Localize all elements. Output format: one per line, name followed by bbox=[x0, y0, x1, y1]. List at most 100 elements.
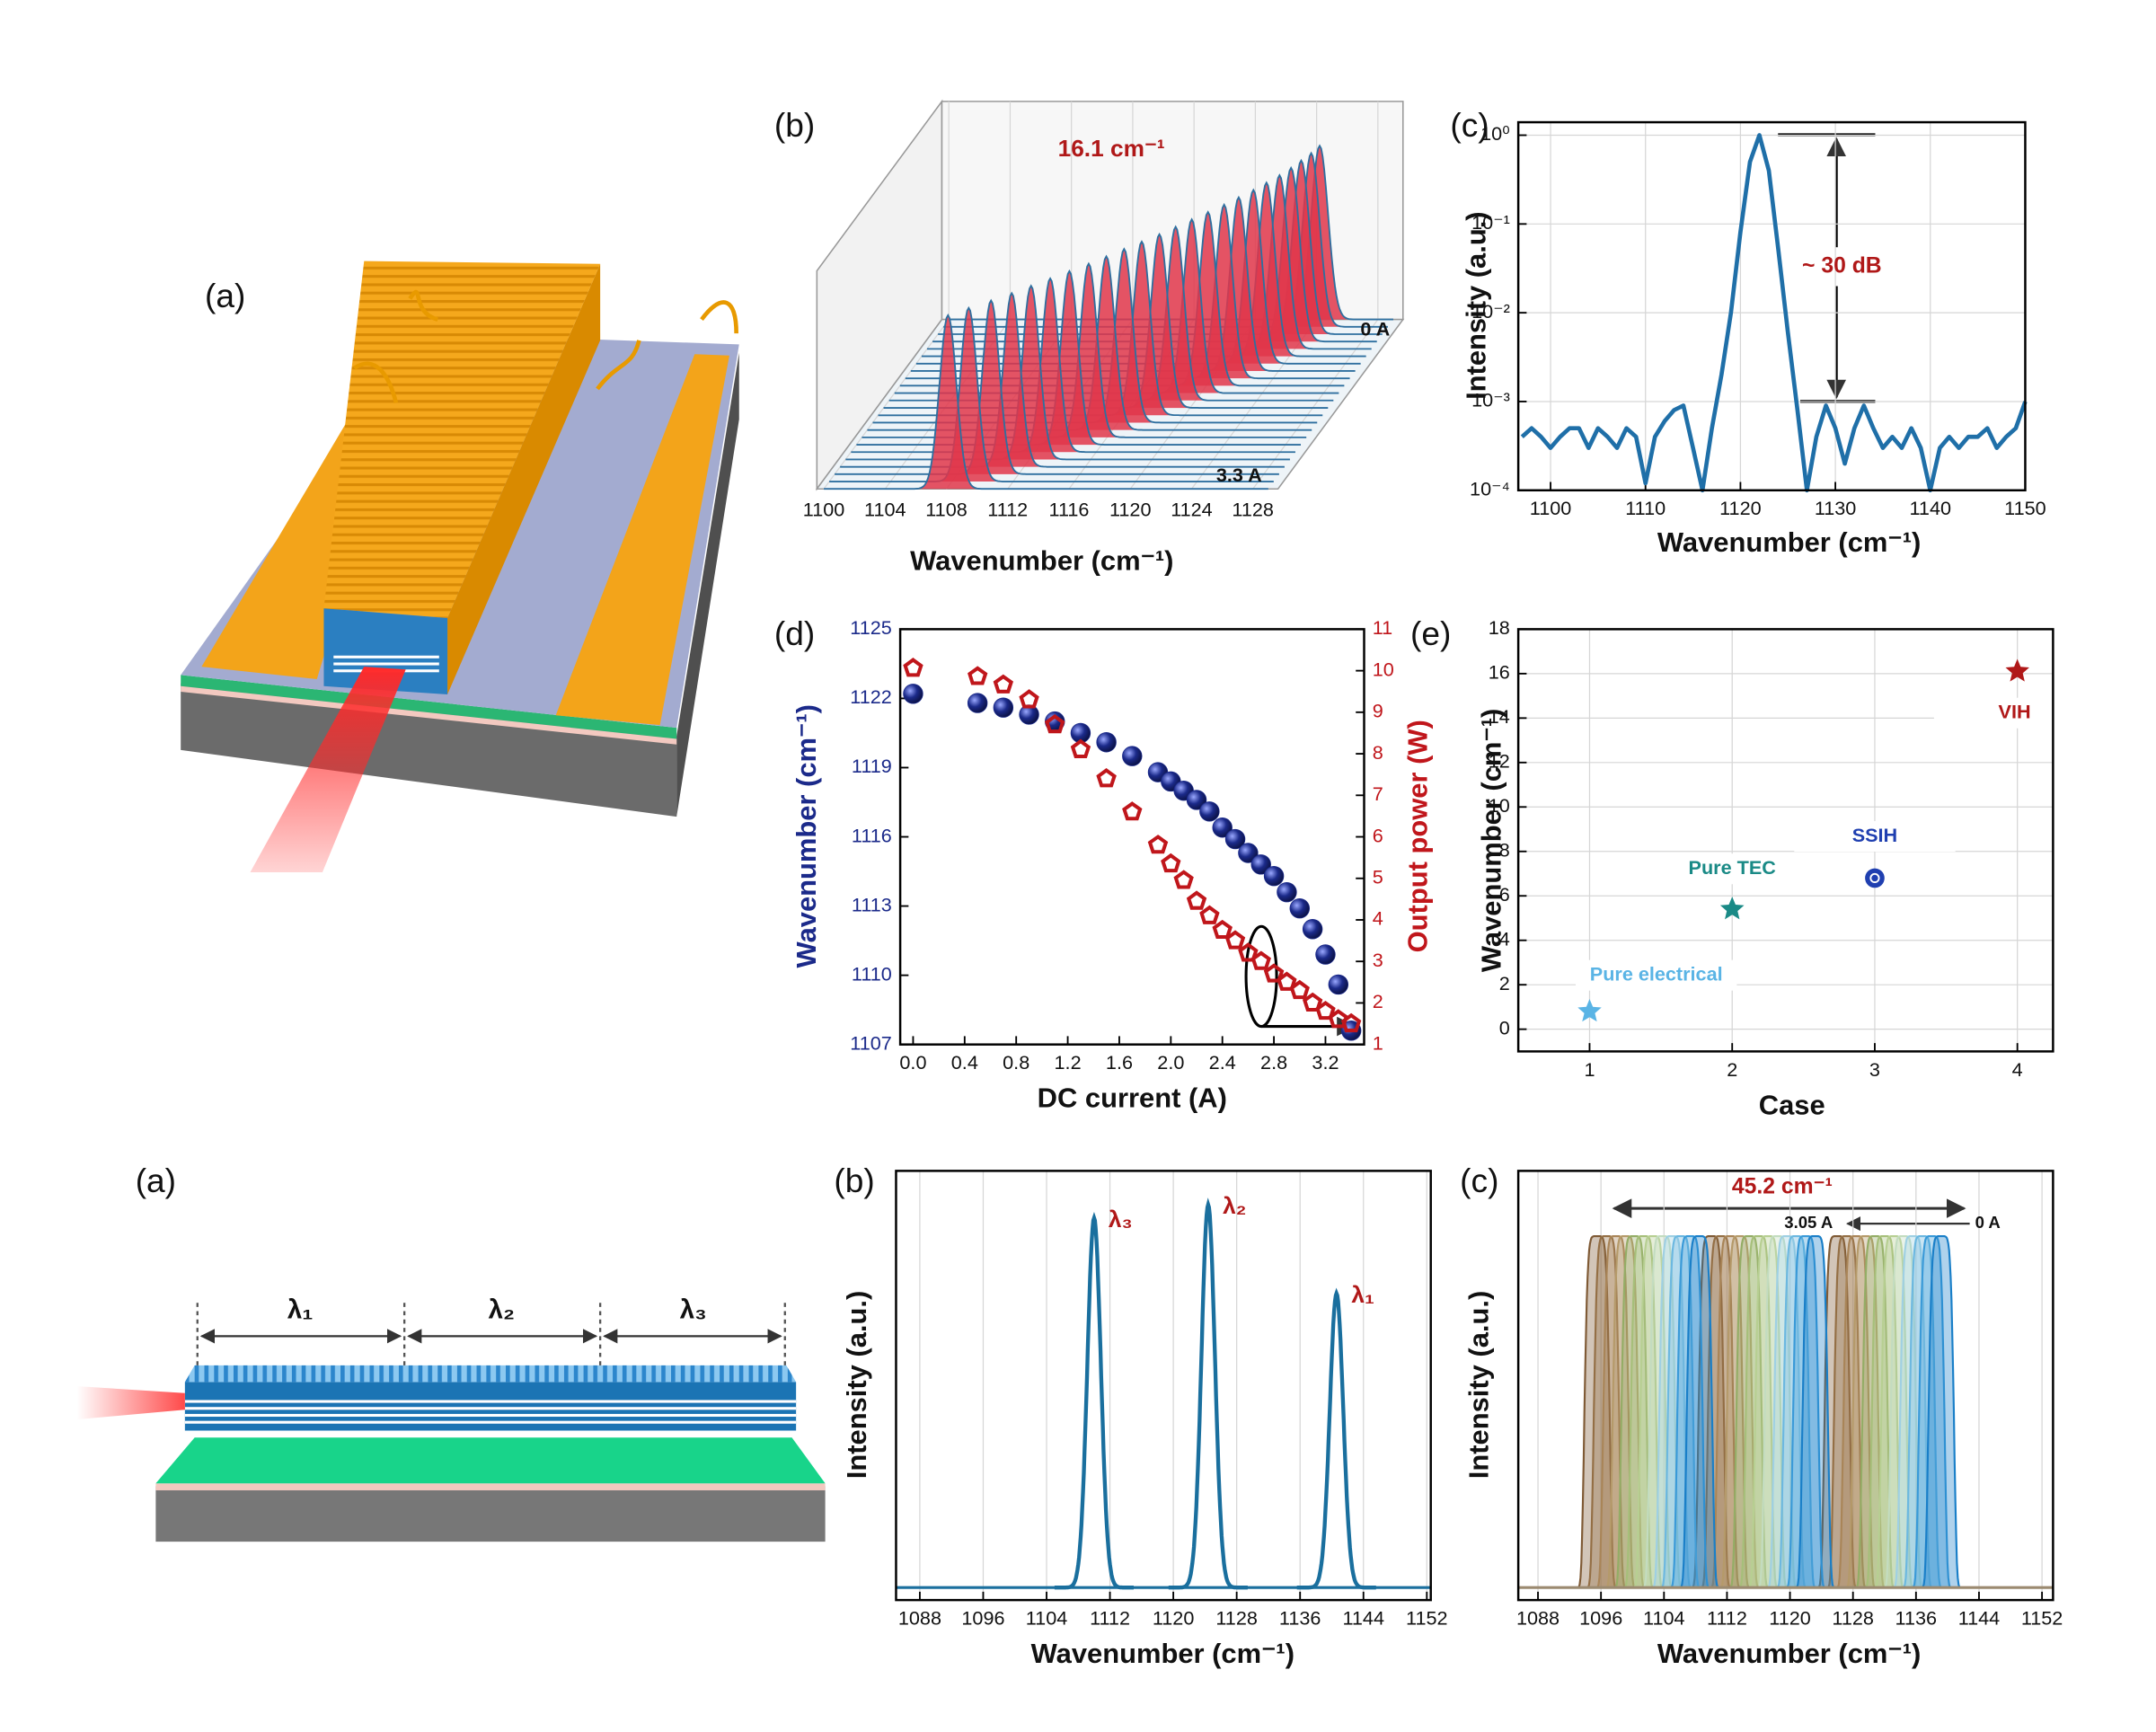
case-marker bbox=[1719, 897, 1745, 920]
y-tick-label: 12 bbox=[1489, 750, 1510, 773]
x-tick-label: 1140 bbox=[1910, 497, 1952, 519]
peak bbox=[1296, 1287, 1376, 1590]
power-marker bbox=[1147, 835, 1169, 854]
y-tick-label: 10⁻⁴ bbox=[1470, 477, 1510, 499]
grid-line bbox=[823, 319, 950, 490]
spectrum-trace bbox=[840, 291, 1285, 468]
panel-label: (c) bbox=[1460, 1162, 1498, 1199]
power-marker bbox=[1263, 963, 1285, 983]
y-tick-label: 16 bbox=[1489, 661, 1510, 684]
plot-frame bbox=[898, 628, 1365, 1046]
y-tick-label: 2 bbox=[1499, 972, 1510, 994]
grid-line bbox=[1252, 319, 1379, 490]
y-axis-label: Intensity (a.u.) bbox=[1460, 211, 1491, 400]
x-tick-label: 1144 bbox=[1958, 1606, 2001, 1629]
panel-labels: (a) (b) (c) (d) (e) (a) (b) (c) bbox=[136, 106, 1499, 1199]
wavenumber-marker bbox=[1212, 817, 1233, 838]
y-tick-label: 1116 bbox=[852, 824, 892, 846]
x-tick-label: 1.6 bbox=[1106, 1051, 1133, 1074]
x-axis-label: Wavenumber (cm⁻¹) bbox=[1657, 1638, 1921, 1669]
plot-frame bbox=[895, 1170, 1432, 1602]
y-tick-label: 6 bbox=[1373, 824, 1383, 846]
start-label: 0 A bbox=[1360, 318, 1390, 340]
x-tick-label: 1120 bbox=[1719, 497, 1762, 519]
x-tick-label: 1096 bbox=[961, 1606, 1004, 1629]
x-tick-label: 1116 bbox=[1049, 499, 1090, 521]
y-axis-label: Output power (W) bbox=[1402, 720, 1434, 952]
x-tick-label: 1.2 bbox=[1055, 1051, 1082, 1074]
x-tick-label: 1104 bbox=[1643, 1606, 1685, 1629]
y-tick-label: 10⁻² bbox=[1471, 300, 1510, 323]
y-axis-label: Wavenumber (cm⁻¹) bbox=[1475, 709, 1507, 972]
y-tick-label: 10⁻³ bbox=[1471, 389, 1510, 411]
power-marker bbox=[1289, 979, 1310, 1000]
y-tick-label: 7 bbox=[1373, 782, 1383, 805]
y-tick-label: 11 bbox=[1373, 616, 1392, 639]
case-label: Pure electrical bbox=[1590, 962, 1723, 985]
plot-frame bbox=[1516, 1170, 2054, 1602]
y-tick-label: 4 bbox=[1499, 927, 1510, 950]
spectrum-trace bbox=[851, 277, 1295, 454]
case-label: Pure TEC bbox=[1689, 856, 1777, 879]
power-marker bbox=[1302, 992, 1323, 1012]
wavenumber-marker bbox=[1302, 919, 1323, 940]
wavenumber-marker bbox=[1199, 801, 1220, 822]
panel-label: (a) bbox=[136, 1162, 176, 1199]
label-bg bbox=[1933, 697, 2096, 729]
x-tick-label: 1136 bbox=[1895, 1606, 1938, 1629]
y-tick-label: 1 bbox=[1373, 1031, 1383, 1054]
x-tick-label: 1128 bbox=[1832, 1606, 1874, 1629]
y-tick-label: 9 bbox=[1373, 700, 1383, 722]
power-marker bbox=[1044, 714, 1065, 734]
spectrum-trace bbox=[829, 305, 1274, 482]
x-tick-label: 2.8 bbox=[1260, 1051, 1287, 1074]
y-axis-label: Intensity (a.u.) bbox=[1463, 1291, 1495, 1480]
x-tick-label: 1130 bbox=[1815, 497, 1857, 519]
x-tick-label: 2 bbox=[1727, 1058, 1737, 1081]
x-axis-label: Wavenumber (cm⁻¹) bbox=[910, 544, 1173, 576]
y-tick-label: 6 bbox=[1499, 883, 1510, 906]
case-label: SSIH bbox=[1852, 824, 1897, 846]
x-tick-label: 1144 bbox=[1342, 1606, 1384, 1629]
y-tick-label: 10⁻¹ bbox=[1471, 211, 1510, 234]
y-tick-label: 5 bbox=[1373, 865, 1383, 888]
annotation: 45.2 cm⁻¹ bbox=[1732, 1174, 1833, 1198]
y-axis-label: Wavenumber (cm⁻¹) bbox=[791, 704, 822, 968]
y-tick-label: 8 bbox=[1499, 838, 1510, 861]
start-label: 3.05 A bbox=[1784, 1213, 1833, 1232]
panel-label: (d) bbox=[774, 614, 815, 652]
x-tick-label: 1088 bbox=[1516, 1606, 1560, 1629]
y-tick-label: 10 bbox=[1373, 658, 1394, 680]
x-axis-label: Wavenumber (cm⁻¹) bbox=[1657, 526, 1921, 558]
y-tick-label: 1113 bbox=[852, 893, 892, 915]
x-tick-label: 1112 bbox=[987, 499, 1028, 521]
wavenumber-marker bbox=[1250, 854, 1271, 875]
x-tick-label: 1120 bbox=[1153, 1606, 1195, 1629]
y-tick-label: 14 bbox=[1489, 705, 1510, 728]
power-marker bbox=[1199, 905, 1220, 924]
x-tick-label: 1112 bbox=[1090, 1606, 1130, 1629]
panel-label: (a) bbox=[205, 277, 245, 314]
wavenumber-marker bbox=[1122, 746, 1143, 766]
wavenumber-marker bbox=[1315, 944, 1336, 965]
x-tick-label: 3 bbox=[1869, 1058, 1880, 1081]
y-tick-label: 3 bbox=[1373, 949, 1383, 971]
wavenumber-marker bbox=[1289, 897, 1310, 919]
y-tick-label: 0 bbox=[1499, 1016, 1510, 1038]
case-marker bbox=[2005, 658, 2029, 682]
x-tick-label: 1096 bbox=[1579, 1606, 1622, 1629]
x-tick-label: 1152 bbox=[2021, 1606, 2063, 1629]
y-tick-label: 1119 bbox=[852, 755, 892, 777]
x-tick-label: 1100 bbox=[803, 499, 845, 521]
device-illustration-bottom: λ₁ λ₂ λ₃ bbox=[76, 1295, 826, 1542]
wavenumber-marker bbox=[967, 693, 988, 713]
spectrum-trace bbox=[824, 314, 1268, 490]
x-tick-label: 1128 bbox=[1232, 499, 1274, 521]
case-marker bbox=[1865, 868, 1885, 888]
segment-label: λ₃ bbox=[680, 1295, 707, 1324]
power-marker bbox=[903, 658, 923, 677]
x-tick-label: 0.4 bbox=[951, 1051, 978, 1074]
power-marker bbox=[1122, 801, 1143, 821]
spectrum-trace bbox=[856, 269, 1301, 446]
wavenumber-marker bbox=[1096, 732, 1117, 753]
